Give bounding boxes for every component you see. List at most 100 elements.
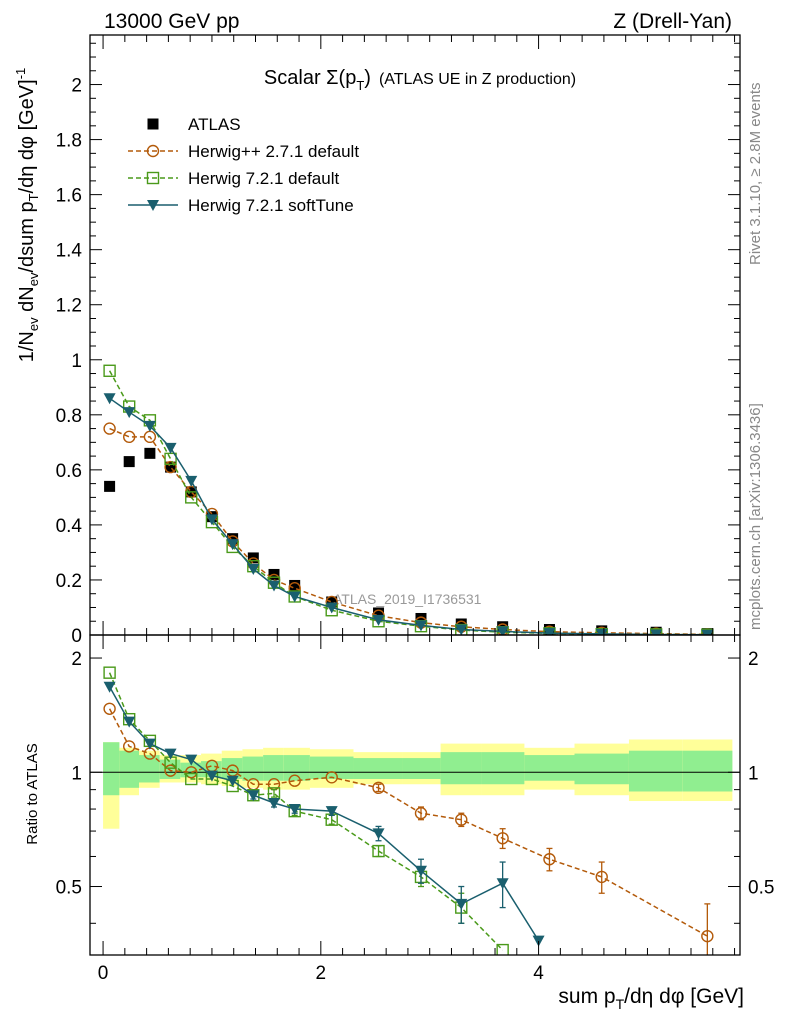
- y-tick-label: 1.8: [56, 131, 82, 152]
- main-point: [650, 629, 663, 635]
- y-tick-label: 2: [71, 76, 82, 97]
- y-tick-label: 0: [71, 626, 82, 647]
- ratio-point: [103, 681, 116, 693]
- main-point: [123, 456, 135, 468]
- header-right: Z (Drell-Yan): [613, 10, 732, 33]
- main-point: [123, 407, 136, 419]
- main-point: [268, 580, 281, 592]
- legend-entry: Herwig++ 2.7.1 default: [128, 142, 359, 161]
- main-point: [226, 539, 239, 551]
- legend-label: Herwig 7.2.1 softTune: [188, 196, 354, 215]
- band-inner: [283, 755, 310, 781]
- y-tick-label: 0.2: [56, 571, 82, 592]
- ratio-y-tick-label-left: 2: [71, 649, 82, 670]
- main-point: [415, 612, 427, 624]
- title-main: Scalar Σ(p: [264, 67, 356, 89]
- main-plot-title: Scalar Σ(pT) (ATLAS UE in Z production): [264, 67, 576, 93]
- main-point: [289, 579, 301, 591]
- legend-entry: ATLAS: [147, 115, 241, 134]
- ratio-series-line: [108, 672, 504, 951]
- main-point: [247, 563, 260, 575]
- band-inner: [628, 750, 683, 792]
- ratio-y-tick-label-right: 0.5: [748, 878, 774, 899]
- ratio-point: [288, 774, 301, 787]
- band-inner: [263, 755, 284, 781]
- x-axis-label: sum pT/dη dφ [GeV]: [558, 985, 744, 1012]
- ratio-point: [185, 754, 198, 766]
- main-point: [103, 364, 116, 377]
- band-inner: [402, 758, 441, 780]
- ratio-point: [325, 771, 338, 784]
- y-tick-label: 1.6: [56, 186, 82, 207]
- band-inner: [574, 753, 629, 785]
- legend-marker: [147, 200, 159, 211]
- ratio-point: [247, 790, 260, 802]
- legend-entry: Herwig 7.2.1 default: [128, 169, 339, 188]
- main-point: [103, 393, 116, 405]
- main-point: [325, 602, 338, 614]
- main-point: [185, 491, 198, 504]
- ratio-point: [164, 764, 177, 777]
- legend-marker: [146, 144, 160, 158]
- ratio-point: [455, 898, 468, 910]
- mcplots-label: mcplots.cern.ch [arXiv:1306.3436]: [747, 403, 764, 630]
- title-close: ): [364, 67, 371, 89]
- ratio-point: [268, 797, 281, 809]
- y-tick-label: 0.8: [56, 406, 82, 427]
- x-tick-label: 4: [533, 963, 544, 984]
- legend-label: Herwig 7.2.1 default: [188, 169, 339, 188]
- main-point: [373, 607, 385, 619]
- ratio-point: [372, 828, 385, 840]
- band-inner: [119, 750, 139, 788]
- y-tick-label: 1.2: [56, 296, 82, 317]
- uncertainty-bands: [103, 739, 733, 829]
- main-point: [185, 475, 198, 487]
- ratio-point: [143, 738, 156, 750]
- ratio-point: [372, 781, 385, 795]
- ratio-y-tick-label-right: 1: [748, 763, 759, 784]
- main-point: [164, 460, 177, 474]
- band-inner: [138, 755, 160, 783]
- legend-entry: Herwig 7.2.1 softTune: [128, 196, 354, 215]
- ratio-point: [103, 702, 116, 715]
- main-ylabel: 1/Nev dNev/dsum pT/dη dφ [GeV]-1: [13, 68, 41, 363]
- ratio-series-line: [108, 686, 540, 942]
- ratio-point: [226, 775, 239, 787]
- ratio-point: [372, 844, 385, 858]
- ratio-point: [123, 716, 136, 728]
- ratio-point: [543, 853, 556, 866]
- y-tick-label: 1.4: [56, 241, 83, 262]
- main-point: [104, 480, 116, 492]
- main-point: [143, 420, 156, 432]
- y-tick-label: 0.4: [56, 516, 83, 537]
- main-point: [326, 596, 338, 608]
- main-point: [164, 442, 177, 454]
- y-tick-label: 1: [71, 351, 82, 372]
- ratio-point: [325, 806, 338, 818]
- ratio-frame: [89, 634, 741, 956]
- legend: ATLAS Herwig++ 2.7.1 default Herwig 7.2.1 …: [128, 115, 359, 215]
- ratio-point: [595, 870, 608, 884]
- main-point: [205, 514, 218, 526]
- ratio-point: [122, 740, 136, 753]
- ratio-point: [496, 832, 509, 845]
- band-inner: [481, 752, 525, 785]
- ratio-point: [288, 804, 301, 816]
- y-tick-label: 0.6: [56, 461, 82, 482]
- title-sub: T: [356, 78, 364, 93]
- main-point: [414, 620, 427, 632]
- band-inner: [309, 756, 354, 780]
- main-point: [543, 628, 556, 635]
- main-point: [701, 629, 714, 635]
- main-point: [122, 430, 136, 444]
- band-inner: [242, 756, 264, 781]
- band-inner: [353, 758, 403, 780]
- ratio-point: [185, 772, 198, 786]
- title-rest: (ATLAS UE in Z production): [379, 71, 576, 88]
- ratio-y-tick-label-left: 1: [71, 763, 82, 784]
- main-point: [595, 628, 608, 635]
- main-point: [455, 624, 468, 635]
- ratio-point: [701, 929, 714, 943]
- header-left: 13000 GeV pp: [104, 10, 239, 33]
